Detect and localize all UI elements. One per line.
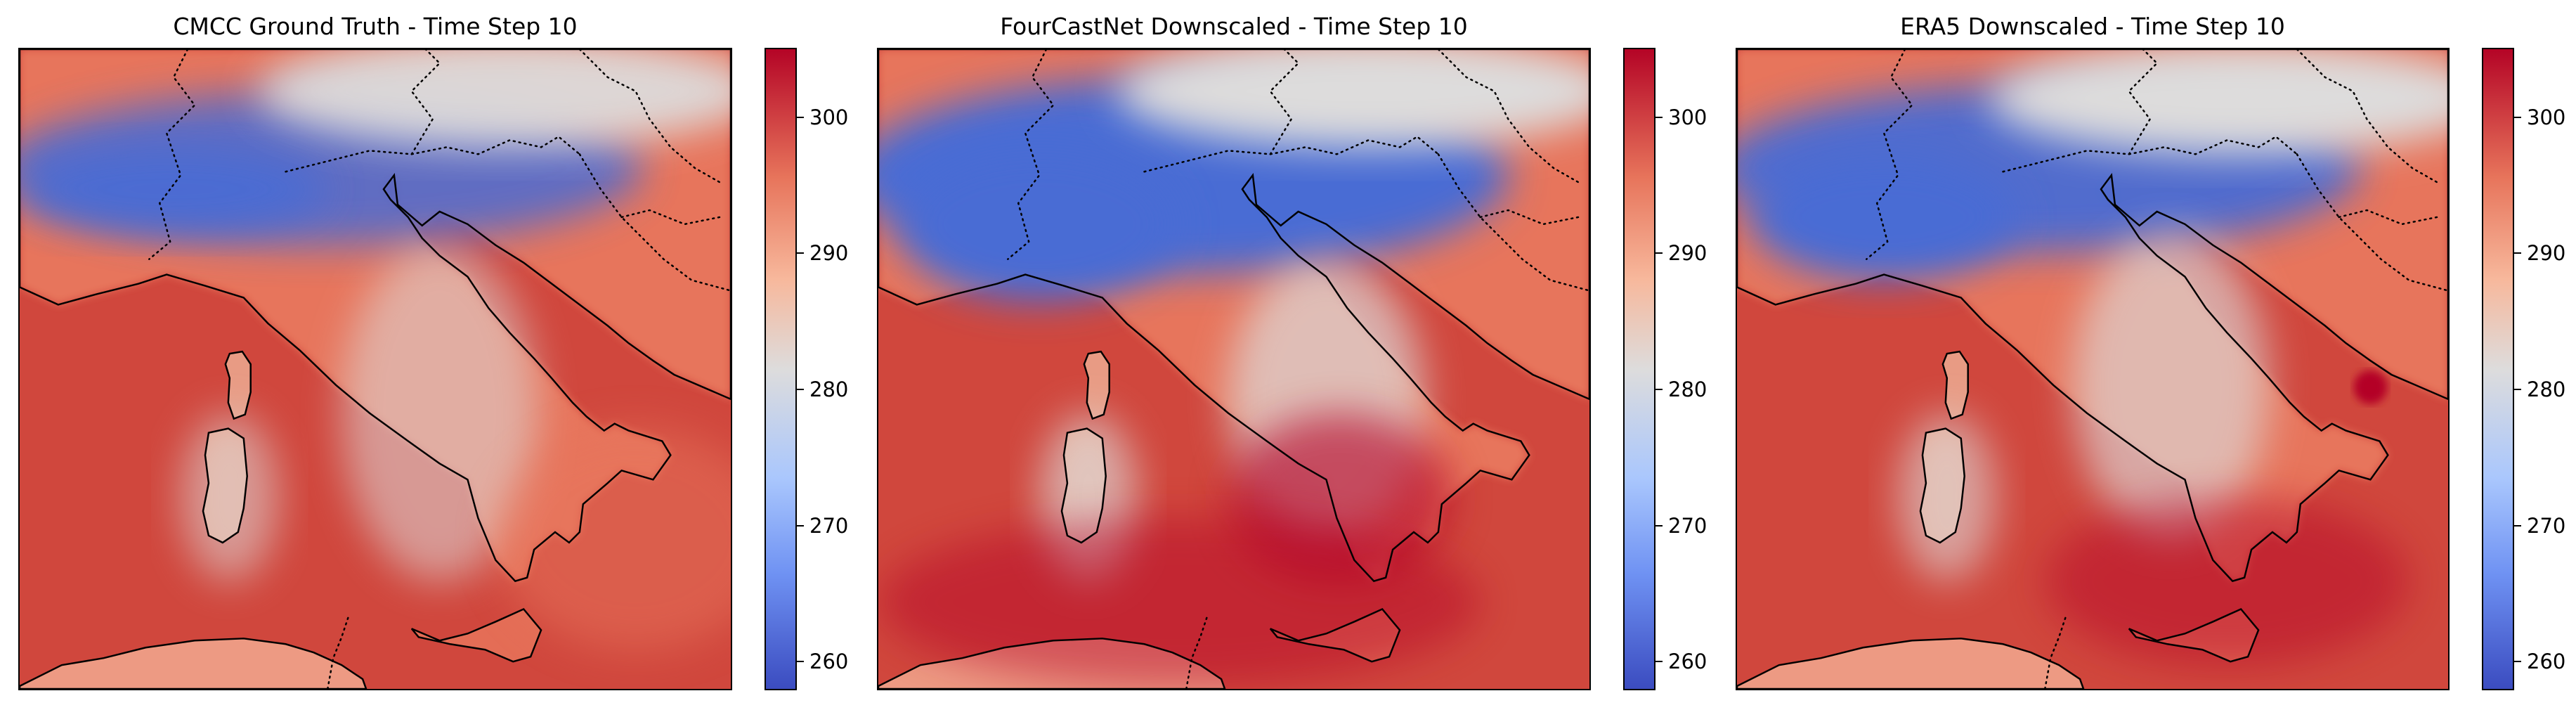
colorbar-tick-label: 260 — [2527, 650, 2566, 674]
land-field-corsica — [1942, 351, 1968, 419]
coastline-sicily — [410, 607, 542, 663]
land-field-sicily — [411, 609, 542, 662]
colorbar-tick-label: 280 — [809, 377, 849, 402]
country-border — [2002, 135, 2298, 173]
colorbar-tick-label: 300 — [809, 105, 849, 129]
country-border — [1007, 49, 1055, 260]
country-border — [1437, 49, 1580, 183]
land-field-africa — [20, 638, 367, 689]
country-border — [2296, 153, 2448, 292]
coastline-africa — [20, 638, 367, 689]
temperature-map — [18, 48, 732, 690]
temperature-map — [1736, 48, 2450, 690]
colorbar-tick-label: 280 — [1668, 377, 1707, 402]
thermal-region — [181, 413, 279, 581]
country-border — [578, 49, 721, 183]
colorbar: 260 270 280 290 300 — [2482, 48, 2565, 690]
thermal-region — [2073, 231, 2270, 539]
coastline — [20, 49, 731, 583]
coastline-africa — [878, 638, 1226, 689]
coastline-sicily — [2128, 607, 2260, 663]
thermal-region — [20, 147, 328, 231]
thermal-region — [2353, 370, 2388, 404]
colorbar-tick-label: 290 — [2527, 241, 2566, 266]
country-border — [2338, 209, 2438, 226]
country-border — [410, 49, 441, 155]
colorbar-tick-label: 290 — [1668, 241, 1707, 266]
map-panel-truth: CMCC Ground Truth - Time Step 10 260 270 28… — [0, 0, 859, 717]
temperature-map — [877, 48, 1591, 690]
coastline-sardinia — [202, 427, 248, 544]
land-field-corsica — [225, 351, 251, 419]
coastline-corsica — [1083, 350, 1110, 420]
country-border — [2128, 49, 2159, 155]
coastline-corsica — [1941, 350, 1969, 420]
country-border — [620, 209, 721, 226]
colorbar-tick-label: 260 — [1668, 650, 1707, 674]
coastline-sardinia — [1919, 427, 1965, 544]
map-panel-era5: ERA5 Downscaled - Time Step 10 260 270 280 2… — [1717, 0, 2576, 717]
coastline-sardinia — [1060, 427, 1107, 544]
coastline-africa — [1737, 638, 2085, 689]
coastline-corsica — [224, 350, 252, 420]
colorbar-tick-label: 280 — [2527, 377, 2566, 402]
thermal-region — [2045, 497, 2409, 666]
thermal-region — [1898, 413, 1996, 581]
panel-title: CMCC Ground Truth - Time Step 10 — [173, 13, 578, 40]
coastline-sicily — [1269, 607, 1401, 663]
colorbar-tick-label: 300 — [2527, 105, 2566, 129]
map-panel-fcn: FourCastNet Downscaled - Time Step 10 260… — [859, 0, 1717, 717]
colorbar-tick-label: 270 — [2527, 513, 2566, 538]
country-border — [1269, 49, 1300, 155]
country-border — [1143, 135, 1440, 173]
thermal-region — [495, 427, 731, 652]
land-field-corsica — [1084, 351, 1110, 419]
colorbar: 260 270 280 290 300 — [1623, 48, 1707, 690]
colorbar-tick-label: 260 — [809, 650, 849, 674]
country-border — [285, 135, 581, 173]
thermal-region — [1989, 49, 2448, 155]
thermal-region — [257, 49, 731, 148]
thermal-region — [878, 518, 1481, 687]
colorbar-tick-label: 290 — [809, 241, 849, 266]
country-border — [148, 49, 196, 260]
colorbar: 260 270 280 290 300 — [765, 48, 848, 690]
thermal-region — [899, 147, 1180, 302]
thermal-region — [1750, 154, 2017, 280]
thermal-region — [341, 245, 538, 581]
colorbar-tick-label: 300 — [1668, 105, 1707, 129]
coastline — [878, 49, 1589, 583]
country-border — [578, 153, 731, 292]
country-border — [1437, 153, 1589, 292]
colorbar-tick-label: 270 — [1668, 513, 1707, 538]
colorbar-tick-label: 270 — [809, 513, 849, 538]
country-border — [1479, 209, 1580, 226]
coastline — [1737, 49, 2448, 583]
country-border — [2296, 49, 2438, 183]
panel-title: ERA5 Downscaled - Time Step 10 — [1900, 13, 2285, 40]
thermal-region — [1116, 49, 1589, 148]
panel-title: FourCastNet Downscaled - Time Step 10 — [1000, 13, 1468, 40]
land-field-africa — [1737, 638, 2084, 689]
country-border — [1866, 49, 1913, 260]
